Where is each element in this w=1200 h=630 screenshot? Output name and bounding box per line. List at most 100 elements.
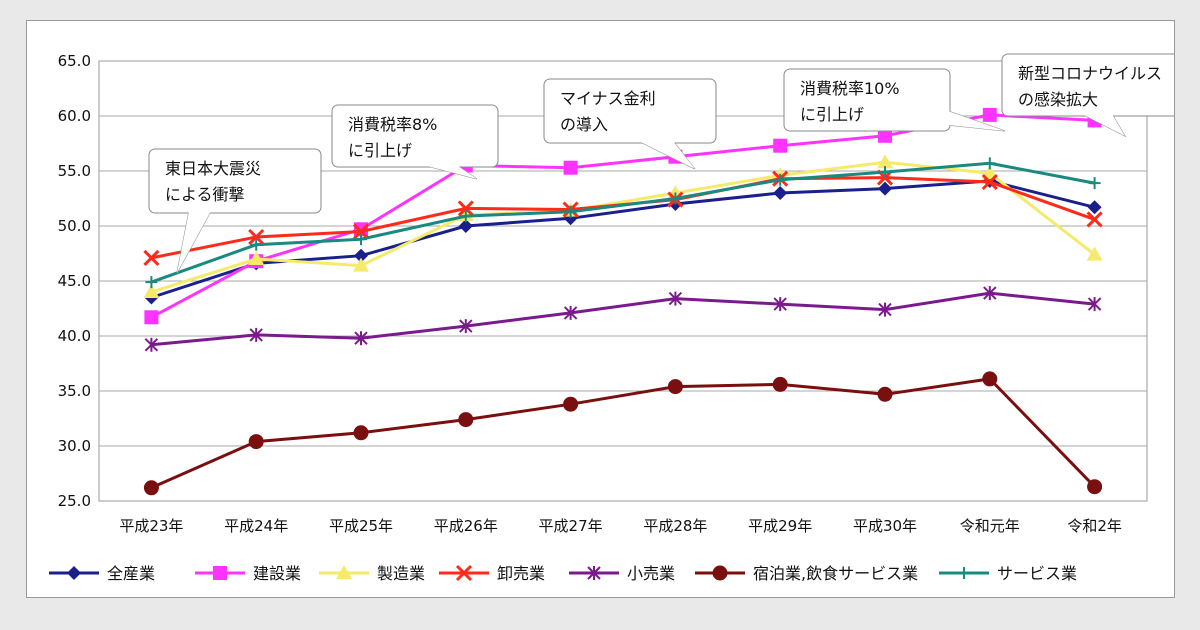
data-point [772,376,788,392]
callout-text: 消費税率8% [348,115,437,134]
data-point [877,154,893,169]
legend-item: 建設業 [195,564,301,583]
x-tick-label: 令和2年 [1067,517,1122,535]
data-point [143,249,160,266]
callout-text: に引上げ [800,105,864,124]
legend-item: 小売業 [569,564,675,583]
legend-label: 卸売業 [497,564,545,583]
x-tick-label: 平成24年 [224,517,288,535]
data-point [1087,200,1102,215]
data-point [144,310,159,325]
legend-label: 製造業 [377,564,425,583]
data-point [669,192,682,205]
y-tick-label: 40.0 [58,327,91,345]
callout-pointer-fill [948,111,1005,131]
legend-label: 宿泊業,飲食サービス業 [753,564,918,583]
callout-text: 新型コロナウイルス [1018,64,1162,83]
data-point [773,186,788,200]
series-line [150,377,1096,490]
annotation-callout: 消費税率10% に引上げ [783,68,1006,132]
data-point [878,128,892,143]
y-tick-label: 35.0 [58,382,91,400]
chart-frame: 65.0 60.0 55.0 50.0 45.0 40.0 35.0 30.0 25.0 平成23… [26,20,1175,598]
data-point [352,223,370,240]
data-point [668,291,683,306]
legend-item: サービス業 [939,564,1077,583]
data-point [773,297,787,312]
series-6 [145,157,1101,289]
callout-box [783,68,951,132]
data-point [879,166,891,179]
callout-box [331,104,499,168]
data-point [877,386,893,402]
data-point [250,238,263,251]
y-tick-label: 55.0 [58,162,91,180]
data-point [145,276,158,289]
data-point [983,286,997,301]
y-tick-label: 45.0 [58,272,91,290]
data-point [353,425,369,441]
callout-text: に引上げ [348,141,412,160]
data-point [354,248,368,263]
legend-marker [336,565,352,579]
data-point [144,337,159,352]
data-point [457,200,474,217]
legend-item: 宿泊業,飲食サービス業 [695,564,918,583]
legend: 全産業 建設業 製造業 卸売業 小売業 宿泊業,飲食サービス業 サービス業 [49,564,1077,583]
x-tick-label: 平成26年 [434,517,498,535]
series-5 [143,371,1103,496]
data-point [248,434,264,450]
x-tick-label: 平成29年 [748,517,812,535]
x-tick-label: 令和元年 [960,517,1020,535]
legend-marker [587,566,601,580]
y-tick-label: 25.0 [58,492,91,510]
legend-label: 全産業 [107,564,155,583]
callout-text: 東日本大震災 [165,159,261,178]
data-point [458,412,474,428]
data-point [1087,297,1102,312]
series-4 [144,286,1102,352]
data-point [248,228,265,246]
legend-marker [67,566,81,580]
data-point [878,181,892,196]
callout-pointer-fill [177,211,211,273]
series-line [150,179,1095,299]
callout-box [148,148,322,214]
data-point [564,205,577,218]
data-point [773,138,788,153]
data-point [563,396,579,412]
legend-marker [712,565,728,581]
data-point [563,305,578,320]
line-chart: 65.0 60.0 55.0 50.0 45.0 40.0 35.0 30.0 25.0 平成23… [49,52,1174,583]
data-point [1086,211,1103,228]
legend-label: サービス業 [997,564,1077,583]
y-tick-label: 30.0 [58,437,91,455]
series-line [150,161,1095,284]
data-point [355,233,367,246]
data-point [983,157,996,170]
legend-label: 小売業 [627,564,675,583]
series-line [151,291,1095,347]
data-point [353,257,369,272]
legend-label: 建設業 [253,564,301,583]
callout-pointer-fill [1082,114,1125,136]
data-point [982,371,998,387]
x-tick-label: 平成25年 [329,517,393,535]
x-tick-label: 平成28年 [643,517,707,535]
callout-text: の感染拡大 [1018,90,1098,109]
data-point [1087,479,1103,495]
legend-item: 卸売業 [439,564,545,583]
annotation-callout: 消費税率8% に引上げ [331,104,499,180]
data-point [563,160,578,175]
x-tick-label: 平成27年 [539,517,603,535]
callout-pointer-fill [423,165,477,179]
y-tick-label: 50.0 [58,217,91,235]
legend-item: 全産業 [49,564,155,583]
legend-marker [455,564,473,582]
y-tick-label: 65.0 [58,52,91,70]
data-point [459,319,473,334]
data-point [248,251,265,265]
